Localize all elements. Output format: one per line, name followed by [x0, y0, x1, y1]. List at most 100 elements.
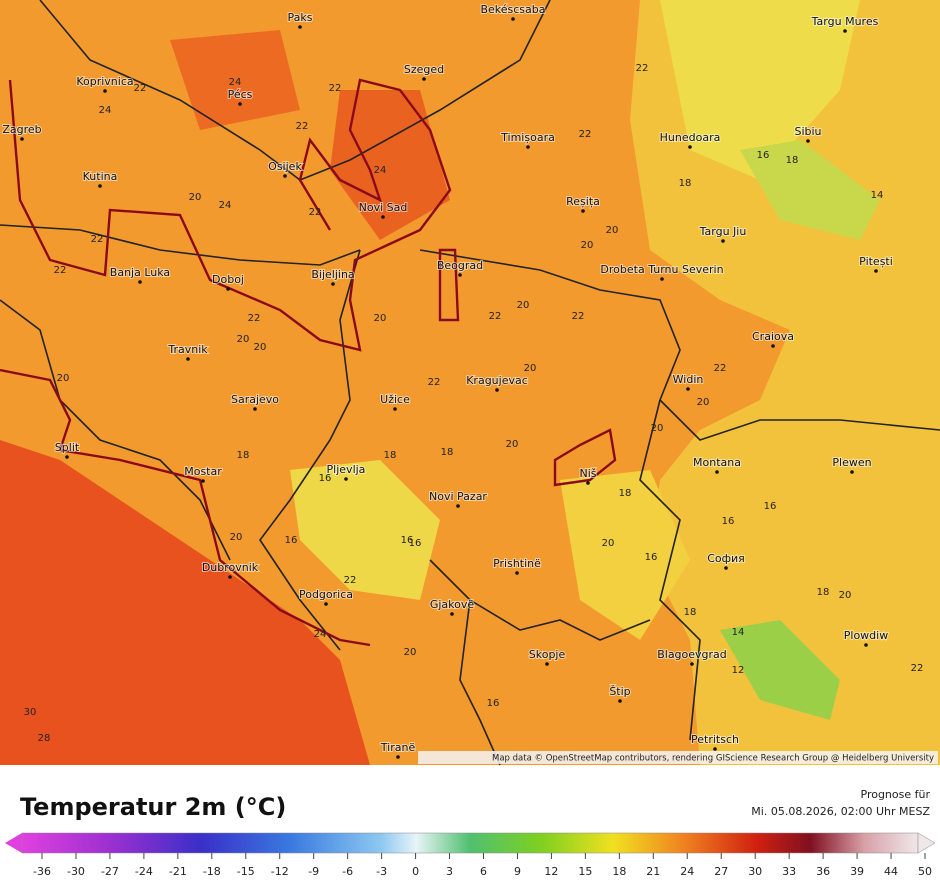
colorbar-tick-label: 21: [646, 865, 660, 878]
city-label: Gjakovë: [430, 598, 475, 611]
city-label: Petritsch: [691, 733, 739, 746]
city-dot: [511, 17, 515, 21]
contour-number: 16: [487, 698, 500, 709]
contour-number: 22: [428, 377, 441, 388]
colorbar-tick-label: 33: [782, 865, 796, 878]
colorbar-tick-label: 6: [480, 865, 487, 878]
contour-number: 20: [606, 225, 619, 236]
city-label: Novi Pazar: [429, 490, 487, 503]
city-dot: [458, 273, 462, 277]
land-cool: [660, 0, 860, 180]
contour-number-labels: 22 24 22 24 20 24 22 22 24 22 22 16 18 18 14 20 20 22 22 20…: [24, 63, 924, 744]
city-dot: [806, 139, 810, 143]
contour-number: 18: [684, 607, 697, 618]
contour-number: 20: [517, 300, 530, 311]
contour-number: 18: [237, 450, 250, 461]
contour-number: 22: [344, 575, 357, 586]
city-label: Zagreb: [2, 123, 41, 136]
contour-number: 22: [911, 663, 924, 674]
contour-number: 22: [296, 121, 309, 132]
contour-number: 18: [619, 488, 632, 499]
city-dot: [843, 29, 847, 33]
city-dot: [545, 662, 549, 666]
city-label: Pitești: [859, 255, 893, 268]
city-dot: [715, 470, 719, 474]
contour-number: 16: [285, 535, 298, 546]
city-label: София: [707, 552, 745, 565]
city-dot: [724, 566, 728, 570]
contour-number: 20: [57, 373, 70, 384]
contour-number: 18: [384, 450, 397, 461]
contour-number: 18: [441, 447, 454, 458]
contour-number: 16: [319, 473, 332, 484]
contour-number: 16: [757, 150, 770, 161]
city-label: Widin: [673, 373, 704, 386]
colorbar-tick-label: -30: [67, 865, 85, 878]
city-label: Szeged: [404, 63, 444, 76]
contour-number: 22: [91, 234, 104, 245]
city-dot: [874, 269, 878, 273]
city-label: Bijeljina: [311, 268, 354, 281]
colorbar-tick-label: -3: [376, 865, 387, 878]
city-label: Split: [55, 441, 80, 454]
city-label: Blagoevgrad: [657, 648, 727, 661]
city-label: Plowdiw: [844, 629, 888, 642]
city-label: Sibiu: [794, 125, 821, 138]
city-dot: [98, 184, 102, 188]
city-dot: [344, 477, 348, 481]
contour-number: 22: [636, 63, 649, 74]
contour-number: 20: [651, 423, 664, 434]
city-dot: [138, 280, 142, 284]
land-cool: [740, 140, 880, 240]
city-label: Kutina: [83, 170, 118, 183]
city-label: Pécs: [228, 88, 253, 101]
contour-number: 16: [409, 538, 422, 549]
contour-number: 20: [189, 192, 202, 203]
colorbar-tick-label: -27: [101, 865, 119, 878]
city-dot: [771, 344, 775, 348]
city-label: Kragujevac: [466, 374, 528, 387]
colorbar-tick-label: -15: [237, 865, 255, 878]
city-dot: [495, 388, 499, 392]
city-label: Skopje: [529, 648, 566, 661]
city-dot: [324, 602, 328, 606]
city-label: Bekéscsaba: [480, 3, 545, 16]
city-dot: [186, 357, 190, 361]
city-dot: [228, 575, 232, 579]
city-dot: [721, 239, 725, 243]
colorbar-tick-label: 9: [514, 865, 521, 878]
city-dot: [393, 407, 397, 411]
city-label: Hunedoara: [660, 131, 721, 144]
colorbar-tick-label: 27: [714, 865, 728, 878]
contour-number: 24: [219, 200, 232, 211]
colorbar-tick-label: 12: [544, 865, 558, 878]
city-labels: Paks Bekéscsaba Targu Mures Koprivnica Pécs S…: [1, 2, 894, 759]
city-label: Mostar: [184, 465, 222, 478]
city-dot: [422, 77, 426, 81]
map: [0, 0, 940, 766]
city-label: Osijek: [268, 160, 302, 173]
city-label: Pljevlja: [327, 463, 366, 476]
colorbar-tick-label: -12: [271, 865, 289, 878]
contour-number: 22: [714, 363, 727, 374]
city-dot: [65, 455, 69, 459]
colorbar-arrow: [917, 832, 936, 854]
city-dot: [660, 277, 664, 281]
colorbar-tick-label: 30: [748, 865, 762, 878]
contour-number: 22: [309, 207, 322, 218]
colorbar-tick-label: 39: [850, 865, 864, 878]
contour-number: 24: [374, 165, 387, 176]
forecast-label: Prognose für: [861, 788, 931, 801]
city-label: Dubrovnik: [202, 561, 259, 574]
colorbar-tick-label: 24: [680, 865, 694, 878]
city-dot: [20, 137, 24, 141]
colorbar-tick-label: -24: [135, 865, 153, 878]
city-dot: [331, 282, 335, 286]
contour-number: 18: [786, 155, 799, 166]
city-dot: [581, 209, 585, 213]
city-dot: [526, 145, 530, 149]
city-dot: [381, 215, 385, 219]
contour-number: 28: [38, 733, 51, 744]
colorbar: [21, 832, 919, 854]
contour-lines: [0, 78, 617, 647]
